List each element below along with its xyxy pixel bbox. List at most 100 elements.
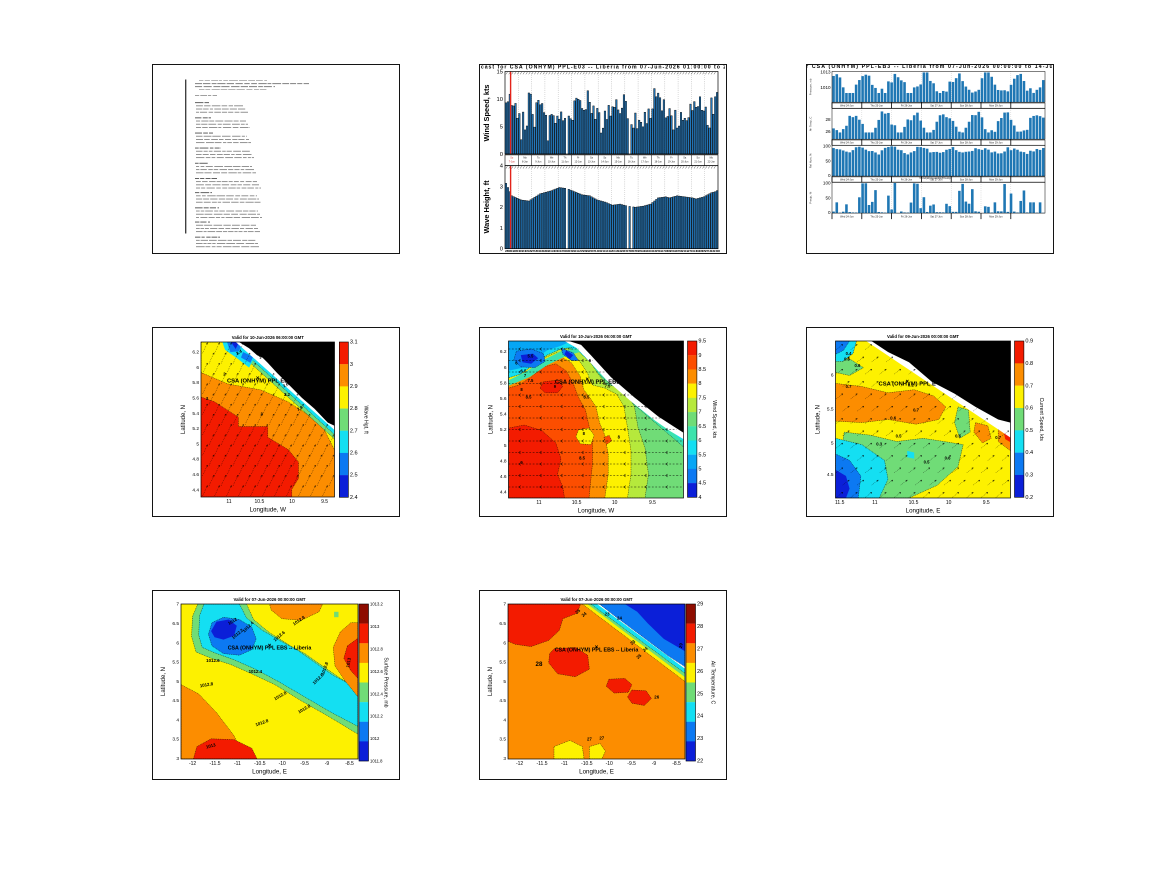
svg-text:1012.8: 1012.8	[273, 690, 288, 701]
svg-text:9.5: 9.5	[321, 499, 328, 505]
svg-text:Sat 27-Jun: Sat 27-Jun	[930, 142, 943, 145]
svg-text:7-Jun: 7-Jun	[509, 160, 516, 163]
svg-text:5.5: 5.5	[698, 452, 706, 458]
svg-text:4.4: 4.4	[500, 490, 507, 496]
svg-text:1012.6: 1012.6	[206, 658, 220, 663]
svg-text:8: 8	[698, 381, 701, 387]
svg-text:5: 5	[831, 441, 834, 447]
svg-text:Longitude, E: Longitude, E	[579, 769, 614, 776]
svg-text:Mon 29-Jun: Mon 29-Jun	[989, 178, 1003, 181]
svg-text:Sa: Sa	[590, 157, 594, 160]
svg-text:Precip, %: Precip, %	[809, 191, 813, 203]
svg-text:10: 10	[691, 249, 695, 252]
svg-text:02: 02	[566, 249, 570, 252]
svg-text:3: 3	[176, 756, 179, 762]
svg-text:0.1: 0.1	[908, 383, 914, 388]
svg-text:6: 6	[589, 358, 592, 363]
svg-text:20: 20	[670, 249, 674, 252]
svg-text:3.5: 3.5	[172, 737, 179, 743]
svg-text:21-Jun: 21-Jun	[694, 160, 702, 163]
svg-text:10: 10	[497, 97, 503, 103]
svg-text:10-Jun: 10-Jun	[548, 160, 556, 163]
svg-text:15: 15	[569, 249, 573, 252]
svg-text:26: 26	[825, 129, 831, 134]
svg-text:25: 25	[635, 653, 642, 660]
svg-text:24: 24	[642, 646, 649, 653]
svg-text:5.6: 5.6	[500, 396, 507, 402]
svg-text:0.2: 0.2	[1025, 495, 1033, 501]
svg-text:6: 6	[515, 361, 518, 366]
svg-text:Wed 24-Jun: Wed 24-Jun	[840, 178, 854, 181]
svg-text:10: 10	[289, 499, 295, 505]
svg-text:04: 04	[557, 249, 561, 252]
svg-text:3.5: 3.5	[499, 737, 506, 743]
svg-text:-11: -11	[561, 761, 568, 767]
svg-text:16-Jun: 16-Jun	[628, 160, 636, 163]
svg-text:9: 9	[554, 384, 557, 389]
svg-text:20: 20	[589, 249, 593, 252]
svg-text:0.5: 0.5	[924, 460, 930, 465]
svg-text:6.2: 6.2	[192, 350, 199, 356]
svg-text:7.5: 7.5	[604, 383, 610, 388]
svg-text:15: 15	[580, 249, 584, 252]
svg-text:23: 23	[697, 736, 703, 742]
svg-text:1012.8: 1012.8	[370, 647, 383, 652]
svg-text:00: 00	[563, 249, 567, 252]
svg-text:Fri 26-Jun: Fri 26-Jun	[901, 105, 913, 108]
svg-text:Sun 28-Jun: Sun 28-Jun	[960, 215, 973, 218]
svg-text:19-Jun: 19-Jun	[668, 160, 676, 163]
svg-text:Sa: Sa	[683, 157, 687, 160]
svg-text:8.5: 8.5	[698, 367, 706, 373]
svg-text:6: 6	[698, 438, 701, 444]
svg-text:9.5: 9.5	[983, 500, 990, 506]
svg-text:for CSA (ONHYM) PPL-EB3 -- Lib: for CSA (ONHYM) PPL-EB3 -- Liberia from …	[807, 65, 1052, 70]
svg-text:Valid for 07-Jun-2026 00:00:00: Valid for 07-Jun-2026 00:00:00 GMT	[560, 597, 632, 602]
svg-text:-12: -12	[189, 761, 196, 767]
svg-text:6.5: 6.5	[172, 621, 179, 627]
svg-text:Sun 28-Jun: Sun 28-Jun	[960, 105, 973, 108]
svg-text:5: 5	[504, 443, 507, 449]
svg-text:5.8: 5.8	[192, 380, 199, 386]
svg-text:0.5: 0.5	[1025, 428, 1033, 434]
svg-text:06: 06	[525, 249, 529, 252]
svg-text:5.4: 5.4	[500, 412, 507, 418]
svg-text:0.8: 0.8	[1025, 361, 1033, 367]
svg-text:100: 100	[823, 144, 831, 149]
svg-text:23: 23	[629, 639, 636, 646]
svg-text:Mo: Mo	[617, 157, 621, 160]
svg-text:24: 24	[714, 249, 718, 252]
svg-text:9: 9	[698, 353, 701, 359]
svg-text:Thu 25-Jun: Thu 25-Jun	[870, 105, 883, 108]
svg-text:19: 19	[659, 249, 663, 252]
svg-text:03: 03	[679, 249, 683, 252]
svg-text:0.4: 0.4	[1025, 450, 1033, 456]
svg-text:Air Temperature, C: Air Temperature, C	[710, 661, 716, 705]
svg-text:1012: 1012	[227, 616, 238, 625]
svg-text:-8.5: -8.5	[345, 761, 354, 767]
svg-text:4.5: 4.5	[499, 698, 506, 704]
svg-text:Sun 28-Jun: Sun 28-Jun	[960, 142, 973, 145]
svg-text:22: 22	[621, 249, 625, 252]
svg-text:Mo: Mo	[523, 157, 527, 160]
svg-text:7.5: 7.5	[527, 378, 533, 383]
svg-text:10.5: 10.5	[255, 499, 265, 505]
svg-text:0.7: 0.7	[1025, 383, 1033, 389]
svg-text:28: 28	[536, 661, 543, 668]
svg-text:Fr: Fr	[670, 157, 672, 160]
svg-text:17: 17	[662, 249, 666, 252]
svg-text:9: 9	[520, 460, 523, 465]
svg-text:26: 26	[638, 249, 642, 252]
svg-text:22: 22	[586, 249, 590, 252]
svg-text:1: 1	[500, 226, 503, 232]
svg-text:4.5: 4.5	[172, 698, 179, 704]
svg-text:-10.5: -10.5	[254, 761, 266, 767]
svg-text:0.6: 0.6	[1025, 406, 1033, 412]
svg-text:5: 5	[196, 441, 199, 447]
svg-text:18: 18	[543, 249, 547, 252]
svg-text:4.8: 4.8	[500, 458, 507, 464]
svg-text:00: 00	[554, 249, 558, 252]
svg-text:21: 21	[601, 249, 605, 252]
svg-text:0.7: 0.7	[913, 408, 919, 413]
svg-text:3: 3	[350, 362, 353, 368]
svg-text:Latitude, N: Latitude, N	[488, 667, 494, 696]
